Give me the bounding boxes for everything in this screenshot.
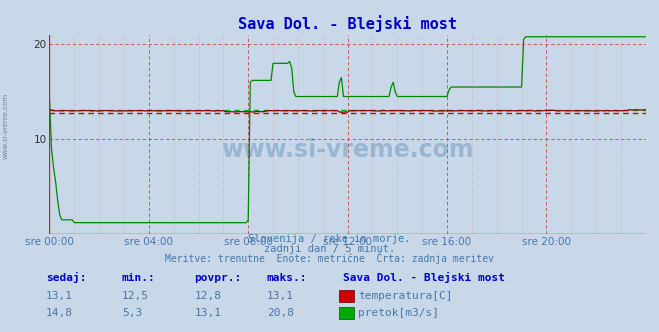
Text: maks.:: maks.: bbox=[267, 273, 307, 283]
Text: 13,1: 13,1 bbox=[194, 308, 221, 318]
Text: 20,8: 20,8 bbox=[267, 308, 294, 318]
Text: temperatura[C]: temperatura[C] bbox=[358, 291, 452, 301]
Text: 13,1: 13,1 bbox=[46, 291, 73, 301]
Text: Meritve: trenutne  Enote: metrične  Črta: zadnja meritev: Meritve: trenutne Enote: metrične Črta: … bbox=[165, 252, 494, 264]
Text: 12,5: 12,5 bbox=[122, 291, 149, 301]
Text: Sava Dol. - Blejski most: Sava Dol. - Blejski most bbox=[343, 272, 505, 283]
Text: 12,8: 12,8 bbox=[194, 291, 221, 301]
Text: www.si-vreme.com: www.si-vreme.com bbox=[2, 93, 9, 159]
Text: www.si-vreme.com: www.si-vreme.com bbox=[221, 138, 474, 162]
Text: povpr.:: povpr.: bbox=[194, 273, 242, 283]
Text: 14,8: 14,8 bbox=[46, 308, 73, 318]
Text: pretok[m3/s]: pretok[m3/s] bbox=[358, 308, 439, 318]
Text: 13,1: 13,1 bbox=[267, 291, 294, 301]
Text: Slovenija / reke in morje.: Slovenija / reke in morje. bbox=[248, 234, 411, 244]
Text: min.:: min.: bbox=[122, 273, 156, 283]
Text: 5,3: 5,3 bbox=[122, 308, 142, 318]
Text: zadnji dan / 5 minut.: zadnji dan / 5 minut. bbox=[264, 244, 395, 254]
Title: Sava Dol. - Blejski most: Sava Dol. - Blejski most bbox=[238, 16, 457, 32]
Text: sedaj:: sedaj: bbox=[46, 272, 86, 283]
